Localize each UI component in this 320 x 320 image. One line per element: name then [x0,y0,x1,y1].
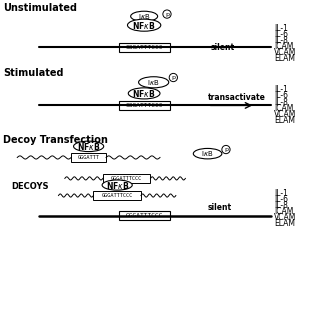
FancyBboxPatch shape [119,43,170,52]
Text: I$\kappa$B: I$\kappa$B [148,78,160,87]
Text: NF$\kappa$B: NF$\kappa$B [132,88,156,99]
Text: NF$\kappa$B: NF$\kappa$B [77,141,100,152]
Text: GGGATTTCCC: GGGATTTCCC [101,193,133,198]
Text: Unstimulated: Unstimulated [3,3,77,13]
Text: IL-8: IL-8 [274,98,288,107]
FancyBboxPatch shape [119,211,170,220]
Text: GGGATTT: GGGATTT [78,155,100,160]
Text: Decoy Transfection: Decoy Transfection [3,135,108,145]
Ellipse shape [131,11,158,21]
Text: ICAM: ICAM [274,104,293,113]
Circle shape [163,10,171,18]
Ellipse shape [102,180,132,190]
Text: VCAM: VCAM [274,109,297,119]
Ellipse shape [127,19,161,31]
FancyBboxPatch shape [119,101,170,110]
Text: ELAM: ELAM [274,54,295,63]
Circle shape [169,73,178,82]
Text: GGGATTTCCC: GGGATTTCCC [111,176,142,181]
Text: p: p [165,12,169,17]
FancyBboxPatch shape [93,191,141,200]
Text: IL-8: IL-8 [274,36,288,45]
Text: ICAM: ICAM [274,42,293,51]
Text: GGGATTTCCC: GGGATTTCCC [125,45,163,50]
Text: ELAM: ELAM [274,116,295,124]
Text: DECOYS: DECOYS [11,182,48,191]
FancyBboxPatch shape [71,153,106,162]
Text: transactivate: transactivate [208,92,266,102]
Ellipse shape [193,148,222,159]
Text: NF$\kappa$B: NF$\kappa$B [106,180,129,191]
Ellipse shape [74,141,104,152]
Text: IL-6: IL-6 [274,195,288,204]
Text: IL-1: IL-1 [274,24,288,33]
Circle shape [222,145,230,154]
Text: ICAM: ICAM [274,207,293,216]
Text: I$\kappa$B: I$\kappa$B [201,149,214,158]
Text: IL-1: IL-1 [274,85,288,94]
Ellipse shape [139,77,169,88]
Text: ELAM: ELAM [274,219,295,228]
FancyBboxPatch shape [103,174,150,183]
Text: IL-8: IL-8 [274,201,288,210]
Text: GGGATTTCCC: GGGATTTCCC [125,103,163,108]
Text: silent: silent [208,203,232,212]
Ellipse shape [128,88,160,99]
Text: VCAM: VCAM [274,48,297,57]
Text: I$\kappa$B: I$\kappa$B [138,12,150,21]
Text: IL-6: IL-6 [274,92,288,100]
Text: p: p [171,75,175,80]
Text: NF$\kappa$B: NF$\kappa$B [132,20,156,31]
Text: IL-1: IL-1 [274,188,288,197]
Text: p: p [224,147,228,152]
Text: silent: silent [211,43,235,52]
Text: GGGATTTCCC: GGGATTTCCC [125,213,163,218]
Text: IL-6: IL-6 [274,30,288,39]
Text: Stimulated: Stimulated [3,68,63,78]
Text: VCAM: VCAM [274,213,297,222]
